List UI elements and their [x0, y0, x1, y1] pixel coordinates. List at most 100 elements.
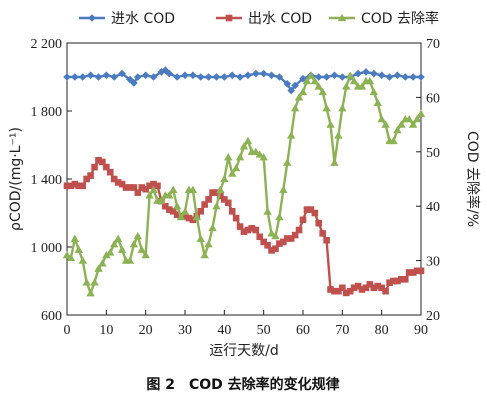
x-tick-label: 0: [64, 323, 71, 338]
data-point: [378, 284, 385, 292]
data-point: [382, 287, 389, 295]
data-point: [228, 169, 237, 177]
data-point: [208, 223, 217, 232]
data-point: [169, 208, 177, 215]
data-point: [130, 79, 138, 87]
data-point: [90, 278, 99, 286]
data-point: [133, 231, 142, 240]
data-point: [86, 289, 95, 297]
data-point: [283, 80, 292, 88]
data-point: [113, 234, 123, 242]
data-point: [141, 71, 150, 80]
legend-label: 进水 COD: [111, 11, 175, 27]
legend: 进水 COD 出水 COD COD 去除率: [79, 10, 439, 27]
x-tick-label: 50: [257, 323, 271, 338]
data-point: [326, 120, 335, 128]
data-point: [79, 182, 87, 190]
data-point: [173, 211, 181, 218]
legend-item: COD 去除率: [329, 10, 439, 27]
data-point: [87, 172, 94, 179]
data-point: [295, 226, 303, 234]
data-point: [145, 191, 154, 199]
y-right-tick-label: 20: [426, 309, 440, 324]
data-point: [393, 125, 402, 134]
data-point: [154, 182, 161, 190]
data-point: [149, 185, 158, 194]
data-point: [303, 206, 311, 213]
x-axis-title: 运行天数/d: [209, 343, 279, 359]
data-point: [205, 196, 212, 203]
y-right-tick-label: 40: [426, 200, 440, 215]
data-point: [393, 71, 402, 80]
data-point: [366, 281, 374, 288]
data-point: [99, 158, 106, 166]
data-point: [298, 87, 308, 96]
data-point: [334, 131, 343, 139]
data-point: [94, 73, 103, 81]
data-point: [322, 73, 331, 81]
data-point: [110, 73, 118, 81]
data-point: [417, 73, 425, 81]
data-point: [157, 68, 166, 76]
data-point: [260, 238, 267, 246]
data-point: [141, 250, 150, 259]
y-right-tick-label: 70: [426, 37, 440, 52]
data-point: [122, 184, 130, 191]
data-point: [103, 163, 110, 171]
data-point: [221, 196, 228, 203]
data-point: [307, 206, 315, 213]
data-point: [165, 69, 174, 78]
data-point: [338, 73, 347, 81]
data-point: [86, 71, 95, 80]
data-point: [176, 212, 186, 221]
data-point: [197, 208, 205, 215]
data-point: [161, 66, 170, 74]
data-point: [134, 73, 142, 81]
data-point: [192, 212, 201, 221]
data-point: [157, 196, 166, 204]
data-point: [169, 185, 178, 194]
data-point: [255, 150, 264, 158]
data-point: [314, 82, 323, 90]
data-point: [110, 175, 118, 183]
data-point: [346, 287, 354, 295]
data-point: [243, 136, 253, 145]
data-point: [357, 82, 367, 90]
data-point: [330, 71, 339, 80]
data-point: [231, 163, 241, 172]
data-point: [287, 131, 296, 139]
data-point: [129, 240, 139, 248]
data-point: [224, 153, 233, 161]
data-point: [377, 71, 386, 80]
data-point: [373, 98, 382, 106]
y-right-tick-label: 50: [426, 146, 440, 161]
data-point: [91, 163, 98, 171]
data-point: [271, 231, 280, 240]
data-point: [290, 104, 300, 112]
data-point: [342, 289, 350, 297]
figure-caption: 图 2 COD 去除率的变化规律: [146, 376, 339, 393]
data-point: [409, 269, 417, 276]
data-point: [75, 182, 83, 190]
data-point: [252, 69, 260, 78]
data-point: [408, 120, 418, 128]
data-point: [236, 223, 244, 230]
data-point: [126, 184, 134, 191]
data-point: [74, 245, 83, 253]
y-left-tick-label: 600: [41, 309, 62, 324]
y-right-tick-label: 60: [426, 91, 440, 106]
data-point: [275, 73, 284, 81]
data-point: [310, 76, 319, 85]
data-point: [217, 192, 224, 200]
y-left-tick-label: 2 200: [31, 37, 63, 52]
data-point: [173, 73, 181, 81]
data-point: [204, 240, 213, 248]
data-point: [275, 212, 284, 221]
data-point: [401, 276, 409, 283]
data-point: [106, 248, 115, 256]
legend-label: 出水 COD: [248, 11, 312, 27]
data-point: [405, 114, 414, 123]
data-point: [331, 287, 338, 295]
data-point: [216, 185, 225, 194]
